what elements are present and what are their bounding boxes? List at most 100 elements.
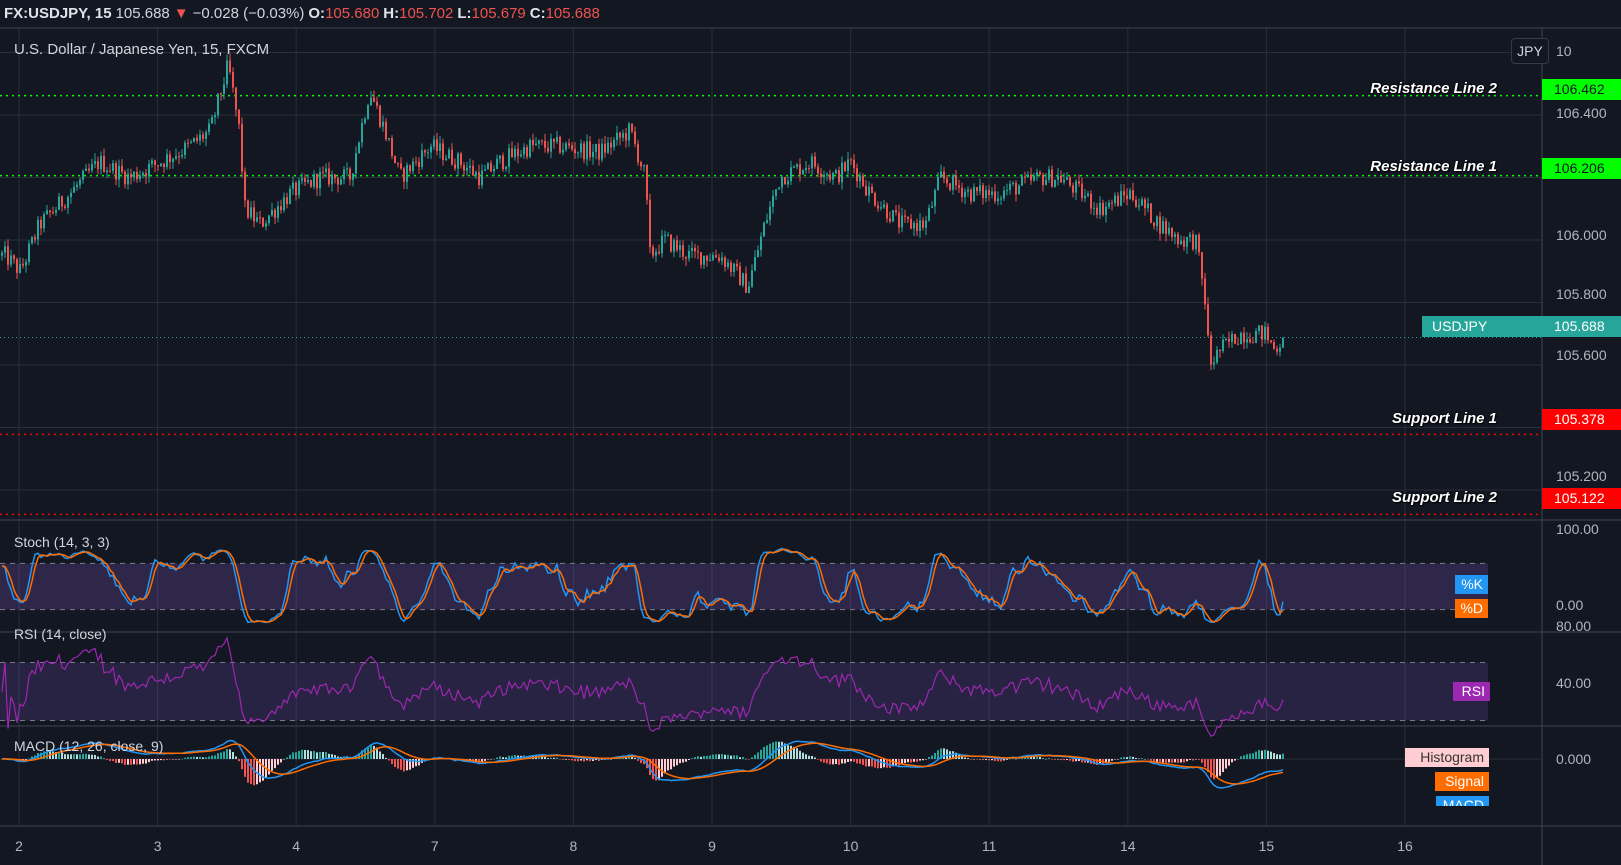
candle-body [307,180,309,182]
candle-body [298,180,300,196]
macd-title[interactable]: MACD (12, 26, close, 9) [14,738,164,754]
candle-body [571,145,573,150]
candle-body [841,162,843,183]
symbol-name[interactable]: FX:USDJPY, 15 [4,4,112,22]
support-line-2-label[interactable]: Support Line 2 [1392,489,1497,506]
candle-body [787,181,789,185]
macd-histogram-bar [487,759,489,760]
macd-histogram-bar [736,755,738,759]
macd-histogram-bar [307,750,309,759]
currency-button[interactable]: JPY [1511,38,1549,64]
macd-histogram-bar [826,759,828,764]
macd-histogram-bar [1039,756,1041,759]
macd-histogram-bar [772,742,774,759]
candle-body [1228,338,1230,342]
macd-histogram-bar [1198,759,1200,760]
candle-body [355,153,357,174]
candle-body [805,167,807,170]
macd-histogram-bar [1156,759,1158,762]
candle-body [322,171,324,173]
candle-body [1048,169,1050,180]
resistance-line-1-label[interactable]: Resistance Line 1 [1370,158,1497,175]
macd-histogram-bar [709,755,711,759]
macd-histogram-bar [769,743,771,759]
macd-histogram-bar [865,759,867,767]
candle-body [1237,343,1239,345]
candle-body [613,139,615,148]
rsi-title[interactable]: RSI (14, close) [14,626,107,642]
macd-histogram-bar [649,759,651,776]
candle-body [511,148,513,158]
candle-body [46,210,48,215]
macd-histogram-bar [496,757,498,759]
macd-histogram-bar [1033,756,1035,759]
macd-histogram-bar [763,746,765,759]
stoch-title[interactable]: Stoch (14, 3, 3) [14,534,110,550]
support-line-1-label[interactable]: Support Line 1 [1392,410,1497,427]
macd-histogram-bar [514,755,516,759]
candle-body [1183,240,1185,247]
macd-histogram-bar [412,759,414,768]
candle-body [826,174,828,176]
macd-signal-line [1,742,1284,785]
candle-body [457,153,459,169]
rsi-line [1,636,1284,737]
candle-body [607,142,609,153]
macd-histogram-bar [979,759,981,760]
candle-body [499,155,501,159]
candle-body [97,161,99,170]
macd-histogram-bar [673,759,675,767]
macd-histogram-bar [835,759,837,764]
candle-body [823,175,825,178]
candle-body [1021,176,1023,186]
macd-histogram-bar [262,759,264,781]
macd-histogram-bar [1063,759,1065,761]
macd-histogram-bar [715,754,717,759]
candle-body [472,165,474,176]
candle-body [739,266,741,286]
macd-histogram-bar [1057,759,1059,760]
candle-body [877,205,879,209]
candle-body [598,143,600,160]
macd-histogram-bar [160,759,162,761]
candle-body [451,149,453,165]
macd-histogram-bar [163,759,165,761]
candle-body [136,171,138,180]
macd-histogram-bar [742,757,744,759]
candle-body [169,154,171,162]
candle-body [769,206,771,221]
macd-histogram-bar [319,751,321,759]
macd-histogram-bar [679,759,681,764]
candle-body [1150,203,1152,223]
macd-histogram-bar [67,754,69,759]
candle-body [727,262,729,267]
macd-histogram-bar [1282,753,1284,759]
candle-body [1063,179,1065,183]
macd-histogram-bar [874,759,876,768]
macd-histogram-bar [787,745,789,759]
macd-histogram-bar [1276,754,1278,759]
candle-body [370,97,372,106]
macd-histogram-bar [847,759,849,763]
macd-histogram-bar [1003,759,1005,761]
macd-histogram-bar [415,759,417,767]
macd-histogram-bar [73,754,75,759]
candle-body [718,257,720,261]
macd-histogram-bar [211,755,213,759]
candle-body [190,141,192,143]
resistance-line-2-label[interactable]: Resistance Line 2 [1370,80,1497,97]
candle-body [481,170,483,186]
macd-histogram-bar [529,755,531,759]
macd-histogram-bar [220,752,222,759]
macd-histogram-bar [127,759,129,765]
candle-body [604,143,606,153]
close-label: C: [529,4,546,22]
macd-histogram-bar [58,751,60,759]
candle-body [931,206,933,208]
candle-body [10,255,12,265]
macd-histogram-bar [916,759,918,762]
candle-body [820,173,822,178]
open-value: 105.680 [325,4,380,22]
candle-body [553,138,555,142]
